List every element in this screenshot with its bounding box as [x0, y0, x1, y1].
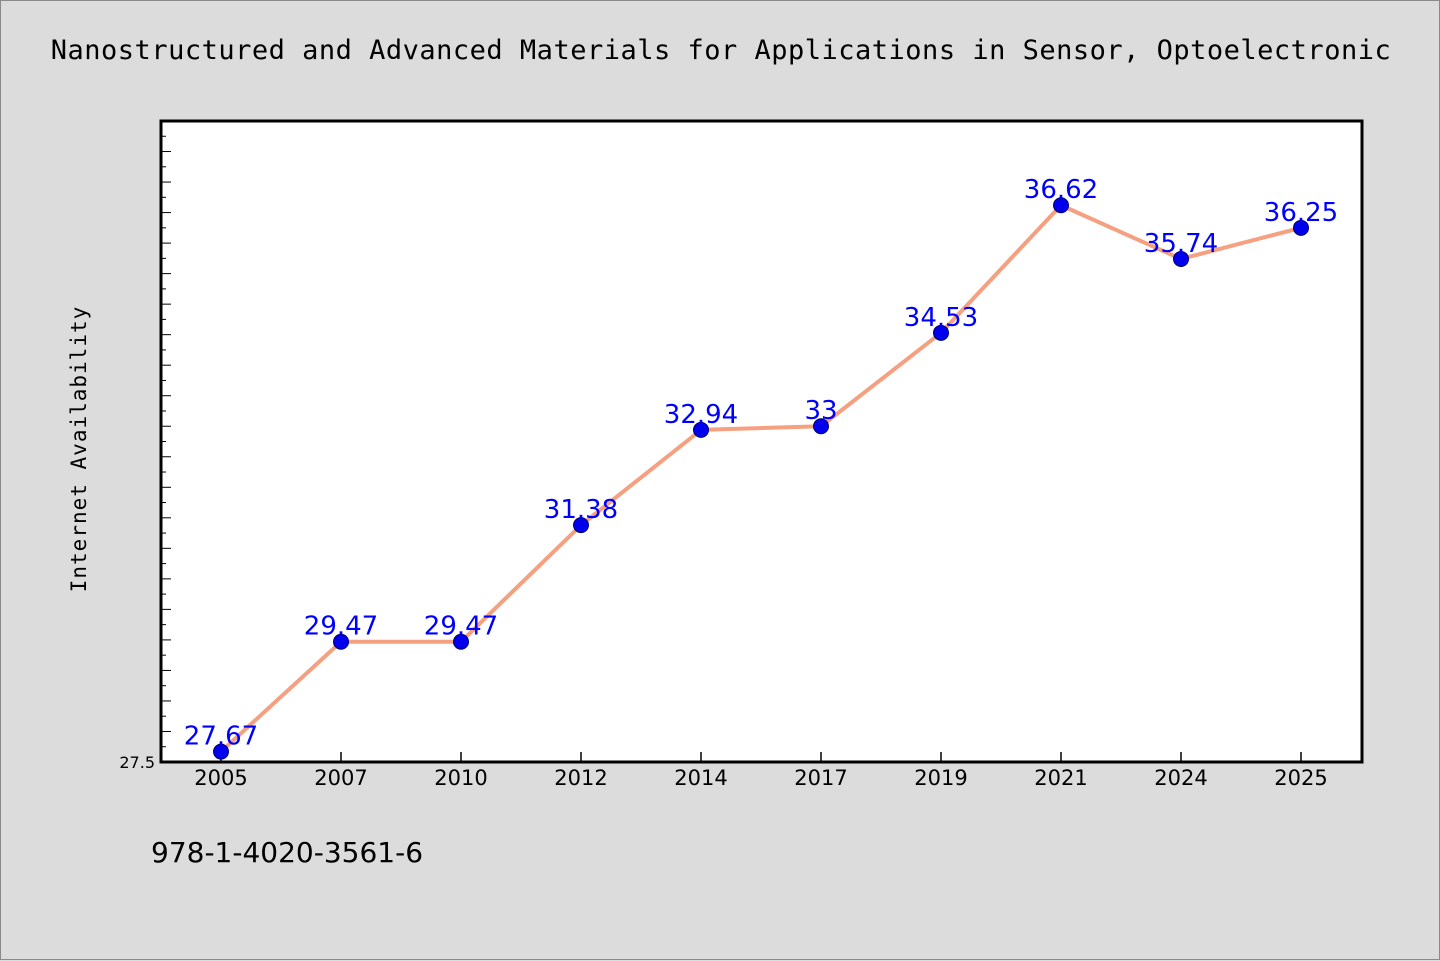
- data-label: 34.53: [904, 303, 978, 333]
- x-tick-label: 2007: [314, 766, 367, 790]
- data-point: [453, 633, 469, 650]
- data-label: 32.94: [664, 400, 738, 430]
- data-labels-layer: 27.67 29.47 29.47 31.38 32.94 33 34.53 36.62 35.…: [184, 175, 1338, 751]
- data-point: [573, 517, 589, 534]
- data-label: 27.67: [184, 722, 258, 752]
- series-layer: [213, 197, 1309, 760]
- data-label: 33: [804, 396, 837, 426]
- x-tick-label: 2019: [914, 766, 967, 790]
- chart-title: Nanostructured and Advanced Materials fo…: [50, 35, 1392, 66]
- series-line: [219, 203, 1303, 754]
- data-label: 36.62: [1024, 175, 1098, 205]
- data-point: [1173, 250, 1189, 267]
- data-label: 29.47: [424, 612, 498, 642]
- data-label: 29.47: [304, 612, 378, 642]
- x-axis-ticks: 2005 2007 2010 2012 2014 2017 2019 2021 2024 2025: [194, 752, 1328, 790]
- x-tick-label: 2021: [1034, 766, 1087, 790]
- data-point: [333, 633, 349, 650]
- data-point: [933, 324, 949, 341]
- data-point: [813, 418, 829, 435]
- y-tick-label: 27.5: [119, 753, 155, 772]
- data-point: [213, 743, 229, 760]
- data-point: [1293, 219, 1309, 236]
- data-label: 36.25: [1264, 198, 1338, 228]
- data-label: 35.74: [1144, 229, 1218, 259]
- x-tick-label: 2012: [554, 766, 607, 790]
- footer-isbn-text: 978-1-4020-3561-6: [151, 836, 424, 869]
- x-tick-label: 2017: [794, 766, 847, 790]
- x-tick-label: 2025: [1274, 766, 1327, 790]
- x-tick-label: 2014: [674, 766, 727, 790]
- data-point: [1053, 197, 1069, 214]
- data-point: [693, 421, 709, 438]
- data-label: 31.38: [544, 495, 618, 525]
- x-tick-label: 2024: [1154, 766, 1207, 790]
- plot-area: [159, 119, 1364, 764]
- x-tick-label: 2010: [434, 766, 487, 790]
- y-axis-ticks: 27.5: [119, 135, 171, 772]
- x-tick-label: 2005: [194, 766, 247, 790]
